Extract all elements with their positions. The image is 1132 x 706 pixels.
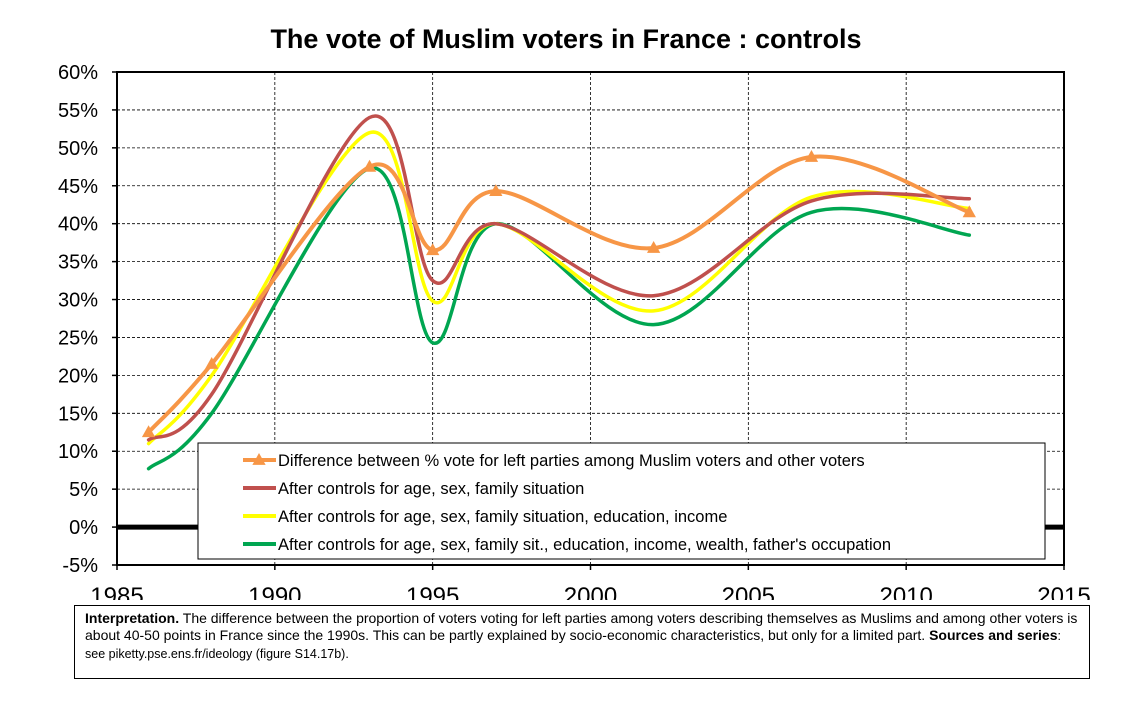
series-2-line: [146, 114, 972, 442]
series-4-line: [146, 166, 972, 471]
y-tick-label: 10%: [58, 441, 98, 463]
y-tick-label: 30%: [58, 290, 98, 312]
legend-entry-4: After controls for age, sex, family sit.…: [243, 536, 891, 554]
y-tick-label: 5%: [69, 479, 98, 501]
series-1-point: [426, 243, 440, 256]
x-tick-label: 2015: [1037, 583, 1090, 600]
interpretation-note: Interpretation. The difference between t…: [74, 605, 1090, 679]
series-1-point: [646, 240, 661, 253]
y-tick-label: 50%: [58, 138, 98, 160]
legend-label-2: After controls for age, sex, family situ…: [278, 480, 584, 498]
chart-title: The vote of Muslim voters in France : co…: [270, 24, 862, 54]
x-tick-label: 1985: [90, 583, 143, 600]
y-tick-label: 15%: [58, 403, 98, 425]
series-2: [146, 114, 972, 442]
series-3: [146, 130, 972, 446]
x-tick-label: 1990: [248, 583, 301, 600]
series-1-point: [141, 425, 156, 438]
series-1-point: [362, 159, 377, 172]
x-tick-label: 2010: [879, 583, 932, 600]
y-tick-labels: -5% 0% 5% 10% 15% 20% 25% 30% 35% 40% 45% 50% 55% 60%: [58, 62, 117, 577]
x-tick-labels: 1985 1990 1995 2000 2005 2010 2015: [90, 565, 1091, 600]
sources-text: : see piketty.pse.ens.fr/ideology (figur…: [85, 629, 1061, 661]
legend-label-4: After controls for age, sex, family sit.…: [278, 536, 891, 554]
series-1-point: [205, 357, 219, 369]
interpretation-text: The difference between the proportion of…: [85, 610, 1078, 643]
y-tick-label: 20%: [58, 365, 98, 387]
series-4: [146, 166, 972, 471]
y-tick-label: 35%: [58, 252, 98, 274]
legend-label-3: After controls for age, sex, family situ…: [278, 508, 727, 526]
series-1: [141, 149, 976, 438]
x-tick-label: 1995: [406, 583, 459, 600]
y-tick-label: 55%: [58, 100, 98, 122]
series-1-point: [804, 149, 819, 162]
series-1-line: [146, 154, 972, 435]
legend: Difference between % vote for left parti…: [197, 442, 1046, 560]
legend-label-1: Difference between % vote for left parti…: [278, 452, 865, 470]
y-tick-label: -5%: [62, 555, 98, 577]
series-3-line: [146, 130, 972, 446]
series-1-point: [489, 184, 503, 196]
legend-entry-3: After controls for age, sex, family situ…: [243, 508, 727, 526]
series-lines: [141, 114, 976, 471]
x-tick-label: 2000: [564, 583, 617, 600]
legend-entry-2: After controls for age, sex, family situ…: [243, 480, 584, 498]
legend-entry-1: Difference between % vote for left parti…: [243, 452, 865, 470]
y-tick-label: 25%: [58, 327, 98, 349]
x-tick-label: 2005: [722, 583, 775, 600]
legend-box: [197, 442, 1046, 560]
sources-label: Sources and series: [929, 627, 1058, 643]
y-tick-label: 45%: [58, 176, 98, 198]
y-tick-label: 40%: [58, 214, 98, 236]
series-1-point: [962, 205, 976, 218]
y-tick-label: 60%: [58, 62, 98, 84]
y-tick-label: 0%: [69, 517, 98, 539]
line-chart: -5% 0% 5% 10% 15% 20% 25% 30% 35% 40% 45% 50% 55% 60%…: [58, 62, 1091, 600]
legend-marker-1: [252, 453, 266, 465]
interpretation-label: Interpretation.: [85, 610, 180, 626]
